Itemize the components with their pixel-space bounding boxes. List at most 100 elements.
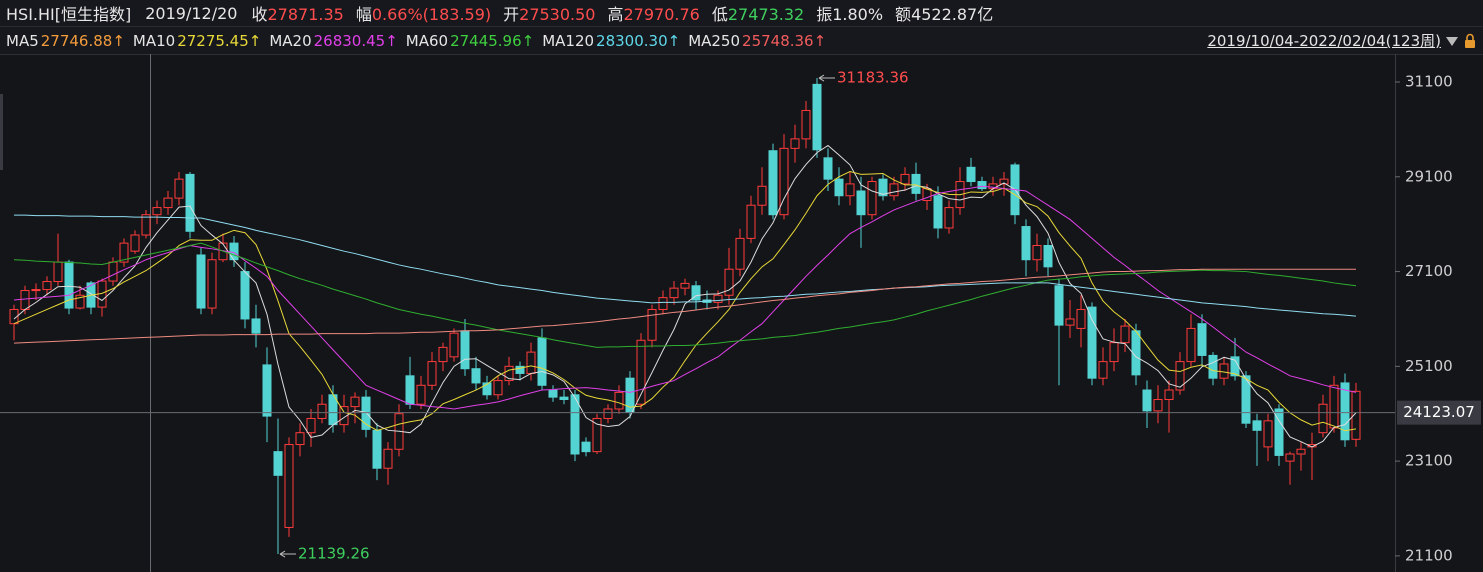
candle-body xyxy=(812,83,822,151)
ma-line xyxy=(14,214,1357,317)
candle-body xyxy=(383,448,393,469)
quote-value: 27970.76 xyxy=(623,5,700,24)
legend-name: MA5 xyxy=(6,31,39,50)
candle-body xyxy=(152,207,162,216)
legend-item: MA60 27445.96↑ xyxy=(406,32,534,50)
annotation-label: 31183.36 xyxy=(837,69,909,87)
legend-value: 27445.96↑ xyxy=(450,31,535,50)
candle-body xyxy=(42,281,52,291)
candle-body xyxy=(1142,389,1152,412)
legend-item: MA5 27746.88↑ xyxy=(6,32,125,50)
candle-body xyxy=(1065,318,1075,326)
candle-body xyxy=(878,178,888,197)
candle-body xyxy=(1241,375,1251,424)
ma-line xyxy=(13,171,1357,432)
lock-icon[interactable] xyxy=(1463,33,1477,49)
candle-body xyxy=(647,308,657,341)
candle-body xyxy=(636,339,646,405)
legend-value: 25748.36↑ xyxy=(742,31,827,50)
candle-body xyxy=(1043,244,1053,268)
ma-line xyxy=(13,144,1357,448)
candle-body xyxy=(53,261,63,283)
candle-body xyxy=(317,403,327,419)
candle-body xyxy=(262,364,272,417)
candle-body xyxy=(1153,399,1163,412)
candle-body xyxy=(1021,226,1031,261)
candle-body xyxy=(504,365,514,382)
candle-body xyxy=(823,157,833,180)
candle-body xyxy=(735,237,745,270)
candle-body xyxy=(559,396,569,401)
y-tick-label: 29100 xyxy=(1405,167,1453,185)
candle-body xyxy=(361,396,371,430)
candle-body xyxy=(163,197,173,209)
ma-line xyxy=(13,268,1356,344)
candle-body xyxy=(1076,308,1086,329)
scroll-handle[interactable] xyxy=(0,94,3,170)
y-tick-label: 21100 xyxy=(1405,546,1453,564)
range-selector[interactable]: 2019/10/04-2022/02/04(123周) xyxy=(1207,27,1483,54)
candle-body xyxy=(1263,420,1273,448)
candle-body xyxy=(691,285,701,301)
quote-item: 幅0.66%(183.59) xyxy=(356,1,491,25)
legend-item: MA10 27275.45↑ xyxy=(133,32,261,50)
legend-item: MA20 26830.45↑ xyxy=(269,32,397,50)
quote-items: 收27871.35 幅0.66%(183.59) 开27530.50 高27970.7… xyxy=(251,1,1005,25)
lock-body xyxy=(1465,39,1475,48)
candle-body xyxy=(141,214,151,236)
legend-value: 26830.45↑ xyxy=(313,31,398,50)
candle-body xyxy=(1109,342,1119,363)
quote-value: 27473.32 xyxy=(727,5,805,24)
candle-body xyxy=(284,444,294,528)
quote-value: 27871.35 xyxy=(267,5,344,24)
candle-body xyxy=(911,173,921,194)
candle-body xyxy=(900,173,910,185)
candle-body xyxy=(130,234,140,252)
candle-body xyxy=(174,178,184,199)
plot-background xyxy=(0,54,1483,572)
candle-body xyxy=(482,382,492,396)
candle-body xyxy=(515,365,525,374)
legend-value: 27746.88↑ xyxy=(40,31,125,50)
candle-body xyxy=(207,259,217,309)
candle-body xyxy=(1296,448,1306,455)
candle-body xyxy=(1318,403,1328,434)
candle-body xyxy=(966,166,976,183)
legend-name: MA120 xyxy=(542,31,595,50)
candle-body xyxy=(1164,389,1174,401)
candle-body xyxy=(779,147,789,216)
y-tick-label: 27100 xyxy=(1405,262,1453,280)
candle-body xyxy=(746,204,756,239)
annotation-label: 21139.26 xyxy=(298,545,370,563)
quote-label: 低 xyxy=(711,5,728,24)
candle-body xyxy=(1032,244,1042,261)
candle-body xyxy=(1351,390,1361,440)
candle-body xyxy=(460,330,470,370)
candle-body xyxy=(680,282,690,289)
quote-item: 低27473.32 xyxy=(712,1,804,25)
candle-body xyxy=(1208,354,1218,379)
legend-name: MA10 xyxy=(132,31,176,50)
candle-body xyxy=(713,294,723,303)
candle-body xyxy=(724,268,734,296)
dropdown-icon[interactable] xyxy=(1445,35,1459,47)
legend-name: MA20 xyxy=(269,31,312,50)
candle-body xyxy=(119,242,129,263)
candle-body xyxy=(603,408,613,419)
candle-body xyxy=(1219,363,1229,379)
candle-body xyxy=(229,242,239,261)
candle-body xyxy=(592,417,602,453)
candle-body xyxy=(1186,327,1196,363)
candle-body xyxy=(1252,420,1262,431)
candle-body xyxy=(1274,408,1284,456)
quote-value: 4522.87亿 xyxy=(911,5,994,24)
range-label[interactable]: 2019/10/04-2022/02/04(123周) xyxy=(1207,32,1441,50)
legend-value: 28300.30↑ xyxy=(596,31,681,50)
candle-body xyxy=(339,406,349,426)
legend-name: MA60 xyxy=(405,31,449,50)
quote-item: 开27530.50 xyxy=(503,1,595,25)
annotation-arrow xyxy=(279,550,296,558)
candle-body xyxy=(526,351,536,374)
candle-body xyxy=(1340,382,1350,441)
quote-header: HSI.HI[恒生指数] 2019/12/20 收27871.35 幅0.66%(… xyxy=(0,0,1483,27)
